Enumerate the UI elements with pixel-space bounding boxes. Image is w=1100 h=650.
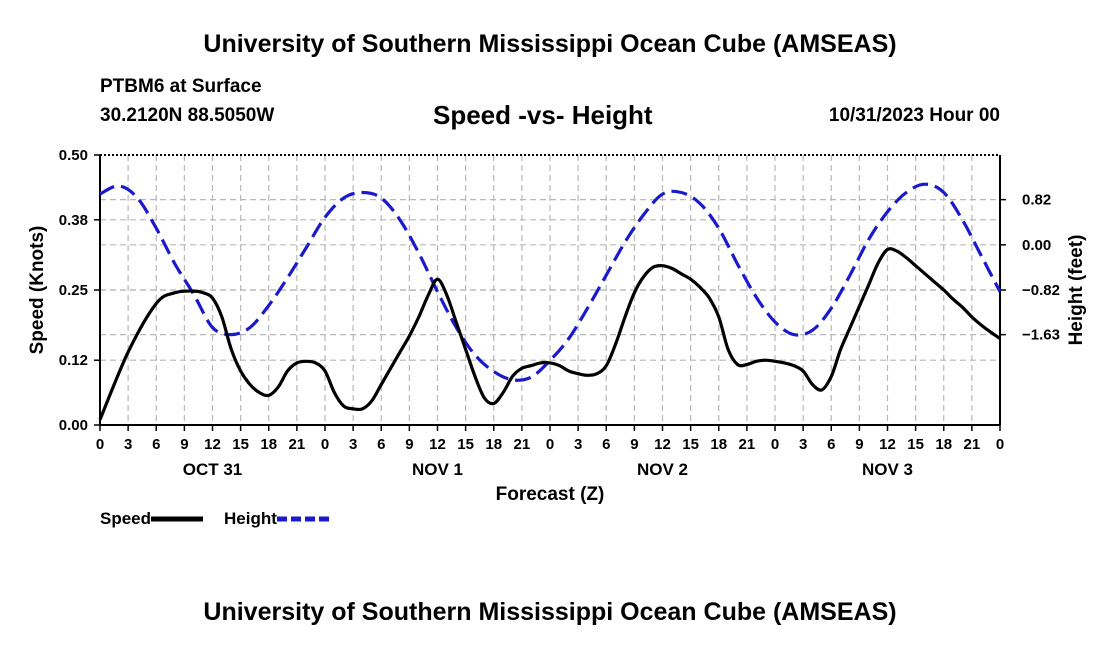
- x-tick-label: 9: [855, 436, 863, 453]
- x-tick-label: 12: [654, 436, 671, 453]
- coordinates-label: 30.2120N 88.5050W: [100, 105, 275, 126]
- y-right-tick-label: −0.82: [1022, 282, 1060, 299]
- legend-swatch-speed: [151, 516, 204, 522]
- x-tick-label: 6: [602, 436, 610, 453]
- chart-subtitle: Speed -vs- Height: [433, 100, 653, 130]
- y-right-tick-label: 0.82: [1022, 192, 1051, 209]
- x-tick-label: 9: [180, 436, 188, 453]
- x-tick-label: 18: [260, 436, 277, 453]
- x-tick-label: 0: [996, 436, 1004, 453]
- x-tick-label: 3: [574, 436, 582, 453]
- legend-item-height: Height: [224, 509, 332, 529]
- x-tick-label: 12: [429, 436, 446, 453]
- legend-item-speed: Speed: [100, 509, 206, 529]
- x-tick-label: 21: [514, 436, 531, 453]
- x-tick-label: 0: [321, 436, 329, 453]
- y-left-tick-label: 0.00: [59, 417, 88, 434]
- x-tick-label: 9: [630, 436, 638, 453]
- x-tick-label: 15: [457, 436, 474, 453]
- chart-title: University of Southern Mississippi Ocean…: [203, 30, 897, 58]
- y-left-tick-label: 0.50: [59, 147, 88, 164]
- series-line-height: [99, 182, 1002, 382]
- legend: Speed Height: [100, 509, 350, 529]
- x-tick-label: 18: [935, 436, 952, 453]
- x-tick-label: 12: [204, 436, 221, 453]
- x-tick-label: 3: [799, 436, 807, 453]
- x-tick-label: 21: [289, 436, 306, 453]
- x-tick-label: 12: [879, 436, 896, 453]
- x-date-label: NOV 2: [637, 460, 688, 479]
- x-tick-label: 9: [405, 436, 413, 453]
- x-tick-label: 3: [124, 436, 132, 453]
- y-right-tick-label: −1.63: [1022, 327, 1060, 344]
- station-label: PTBM6 at Surface: [100, 76, 262, 97]
- x-tick-label: 3: [349, 436, 357, 453]
- legend-label-speed: Speed: [100, 509, 152, 528]
- x-tick-label: 18: [485, 436, 502, 453]
- legend-label-height: Height: [224, 509, 277, 528]
- x-tick-label: 6: [377, 436, 385, 453]
- datetime-label: 10/31/2023 Hour 00: [828, 105, 1000, 126]
- x-tick-label: 18: [710, 436, 727, 453]
- x-date-label: OCT 31: [183, 460, 243, 479]
- y-left-axis-title: Speed (Knots): [27, 226, 48, 355]
- y-left-tick-label: 0.12: [59, 352, 88, 369]
- x-tick-label: 0: [771, 436, 779, 453]
- y-right-tick-label: 0.00: [1022, 237, 1051, 254]
- footer-title: University of Southern Mississippi Ocean…: [203, 598, 897, 626]
- x-tick-label: 0: [546, 436, 554, 453]
- x-tick-label: 21: [964, 436, 981, 453]
- legend-swatch-height: [276, 516, 329, 522]
- x-date-label: NOV 1: [412, 460, 463, 479]
- x-tick-label: 15: [907, 436, 924, 453]
- x-tick-label: 21: [739, 436, 756, 453]
- x-tick-label: 6: [152, 436, 160, 453]
- y-left-tick-label: 0.25: [59, 282, 88, 299]
- x-date-label: NOV 3: [862, 460, 913, 479]
- x-axis-title: Forecast (Z): [496, 484, 605, 505]
- x-tick-label: 0: [96, 436, 104, 453]
- x-tick-label: 15: [682, 436, 699, 453]
- x-tick-label: 6: [827, 436, 835, 453]
- series-line-speed: [98, 247, 1001, 421]
- y-left-tick-label: 0.38: [59, 212, 88, 229]
- y-right-axis-title: Height (feet): [1066, 235, 1087, 346]
- x-tick-label: 15: [232, 436, 249, 453]
